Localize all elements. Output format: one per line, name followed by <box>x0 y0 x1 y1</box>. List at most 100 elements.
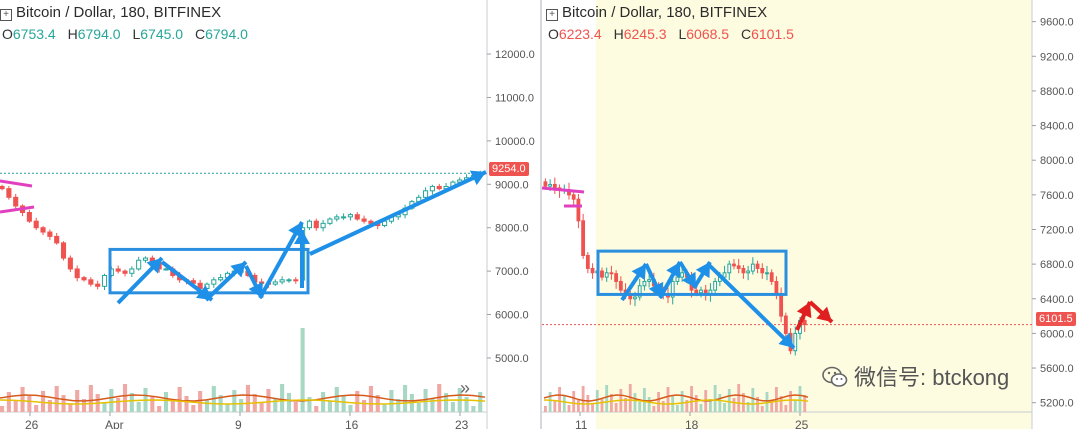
price-tick-label: 6400.0 <box>1040 294 1074 306</box>
left-chart-panel[interactable]: 5000.0 6000.0 7000.0 8000.0 9000.0 10000.0 110… <box>0 0 540 429</box>
candle-body <box>320 222 326 229</box>
candle-body <box>368 220 374 224</box>
candle-body <box>95 283 101 287</box>
volume-bar <box>789 391 792 412</box>
volume-bar <box>751 388 755 412</box>
time-tick-label: 25 <box>795 418 809 429</box>
candle-body <box>699 289 703 294</box>
volume-bar <box>341 396 346 412</box>
candle-body <box>736 265 741 269</box>
volume-bar <box>88 385 93 412</box>
volume-bar <box>742 393 745 412</box>
right-chart-canvas[interactable]: 5200.0 5600.0 6000.0 6400.0 6800.0 7200.0 7600… <box>542 0 1080 429</box>
candle-body <box>361 218 367 222</box>
volume-bar <box>784 405 788 412</box>
volume-bar <box>666 387 670 412</box>
left-chart-canvas[interactable]: 5000.0 6000.0 7000.0 8000.0 9000.0 10000.0 110… <box>0 0 540 429</box>
candle-body <box>769 272 774 282</box>
price-tick-label: 8400.0 <box>1040 121 1074 133</box>
volume-bar <box>595 390 599 412</box>
volume-bar <box>676 405 679 412</box>
trend-arrow-head <box>469 170 486 186</box>
price-tick-label: 8000.0 <box>1040 155 1074 167</box>
candle-body <box>647 279 652 282</box>
candle-body <box>67 257 73 270</box>
consolidation-box <box>596 249 788 296</box>
volume-bar <box>239 399 244 412</box>
volume-bar <box>286 393 291 412</box>
candle-body <box>26 212 32 222</box>
volume-bar <box>403 385 408 412</box>
volume-bar <box>647 397 651 412</box>
volume-bar <box>0 406 5 412</box>
candle-body <box>88 279 94 285</box>
volume-bar <box>718 394 722 412</box>
volume-bar <box>191 405 196 412</box>
left-high-value: 6794.0 <box>77 26 121 42</box>
candle-body <box>755 263 760 269</box>
left-title-text: Bitcoin / Dollar, 180, BITFINEX <box>16 4 222 21</box>
candle-body <box>0 185 5 190</box>
candle-body <box>576 198 581 222</box>
volume-bar <box>793 400 797 412</box>
volume-bar <box>553 401 557 412</box>
symbol-compare-icon[interactable]: + <box>0 9 12 21</box>
candle-body <box>13 196 19 207</box>
volume-bar <box>321 392 326 412</box>
volume-bar <box>293 402 298 412</box>
volume-ma-line <box>543 394 809 402</box>
volume-bar <box>150 397 155 412</box>
price-tick-label: 12000.0 <box>495 49 535 61</box>
price-tick-label: 8800.0 <box>1040 86 1074 98</box>
volume-bar <box>81 399 87 412</box>
price-tick-label: 7000.0 <box>495 266 529 278</box>
trend-arrow-head <box>695 262 710 279</box>
candle-body <box>765 272 769 275</box>
candle-body <box>279 279 285 283</box>
resistance-line <box>542 186 585 194</box>
volume-bar <box>638 402 642 412</box>
candle-body <box>40 227 46 233</box>
right-chart-title: + Bitcoin / Dollar, 180, BITFINEX <box>546 4 767 21</box>
volume-bar <box>68 404 73 412</box>
volume-bar <box>464 397 469 412</box>
price-tick-label: 9000.0 <box>495 179 529 191</box>
candle-body <box>760 267 765 274</box>
volume-bar <box>652 406 656 412</box>
volume-bar <box>27 396 32 412</box>
volume-bar <box>300 328 305 412</box>
support-line <box>0 205 35 214</box>
volume-bar <box>723 403 726 412</box>
candle-body <box>609 272 614 275</box>
right-chart-panel[interactable]: 5200.0 5600.0 6000.0 6400.0 6800.0 7200.0 7600… <box>542 0 1080 429</box>
candle-body <box>732 263 736 267</box>
volume-bar <box>163 392 169 412</box>
candle-body <box>81 277 87 281</box>
volume-bar <box>34 405 39 412</box>
wechat-watermark: 微信号: btckong <box>822 360 1009 392</box>
volume-bar <box>204 400 210 412</box>
symbol-compare-icon[interactable]: + <box>546 9 558 21</box>
volume-bar <box>116 398 121 412</box>
volume-bar <box>567 405 571 412</box>
volume-bar <box>803 395 807 412</box>
volume-bar <box>355 391 360 412</box>
price-tick-label: 9600.0 <box>1040 17 1074 29</box>
volume-bar <box>558 387 561 412</box>
volume-bar <box>122 384 128 412</box>
candle-body <box>115 268 121 272</box>
volume-bar <box>694 395 698 412</box>
volume-bar <box>396 399 401 412</box>
trend-arrow-head <box>288 222 303 239</box>
trend-arrow-head <box>666 262 681 279</box>
panel-divider[interactable] <box>540 0 542 429</box>
volume-bar <box>225 404 230 412</box>
volume-bar <box>334 387 339 412</box>
candle-body <box>423 190 429 198</box>
right-ohlc-readout: O6223.4 H6245.3 L6068.5 C6101.5 <box>548 26 794 42</box>
candle-body <box>585 254 590 269</box>
scroll-to-latest-icon[interactable]: » <box>460 378 471 398</box>
time-tick-label: 18 <box>685 418 699 429</box>
price-tick-label: 7600.0 <box>1040 190 1074 202</box>
candle-body <box>590 267 595 274</box>
